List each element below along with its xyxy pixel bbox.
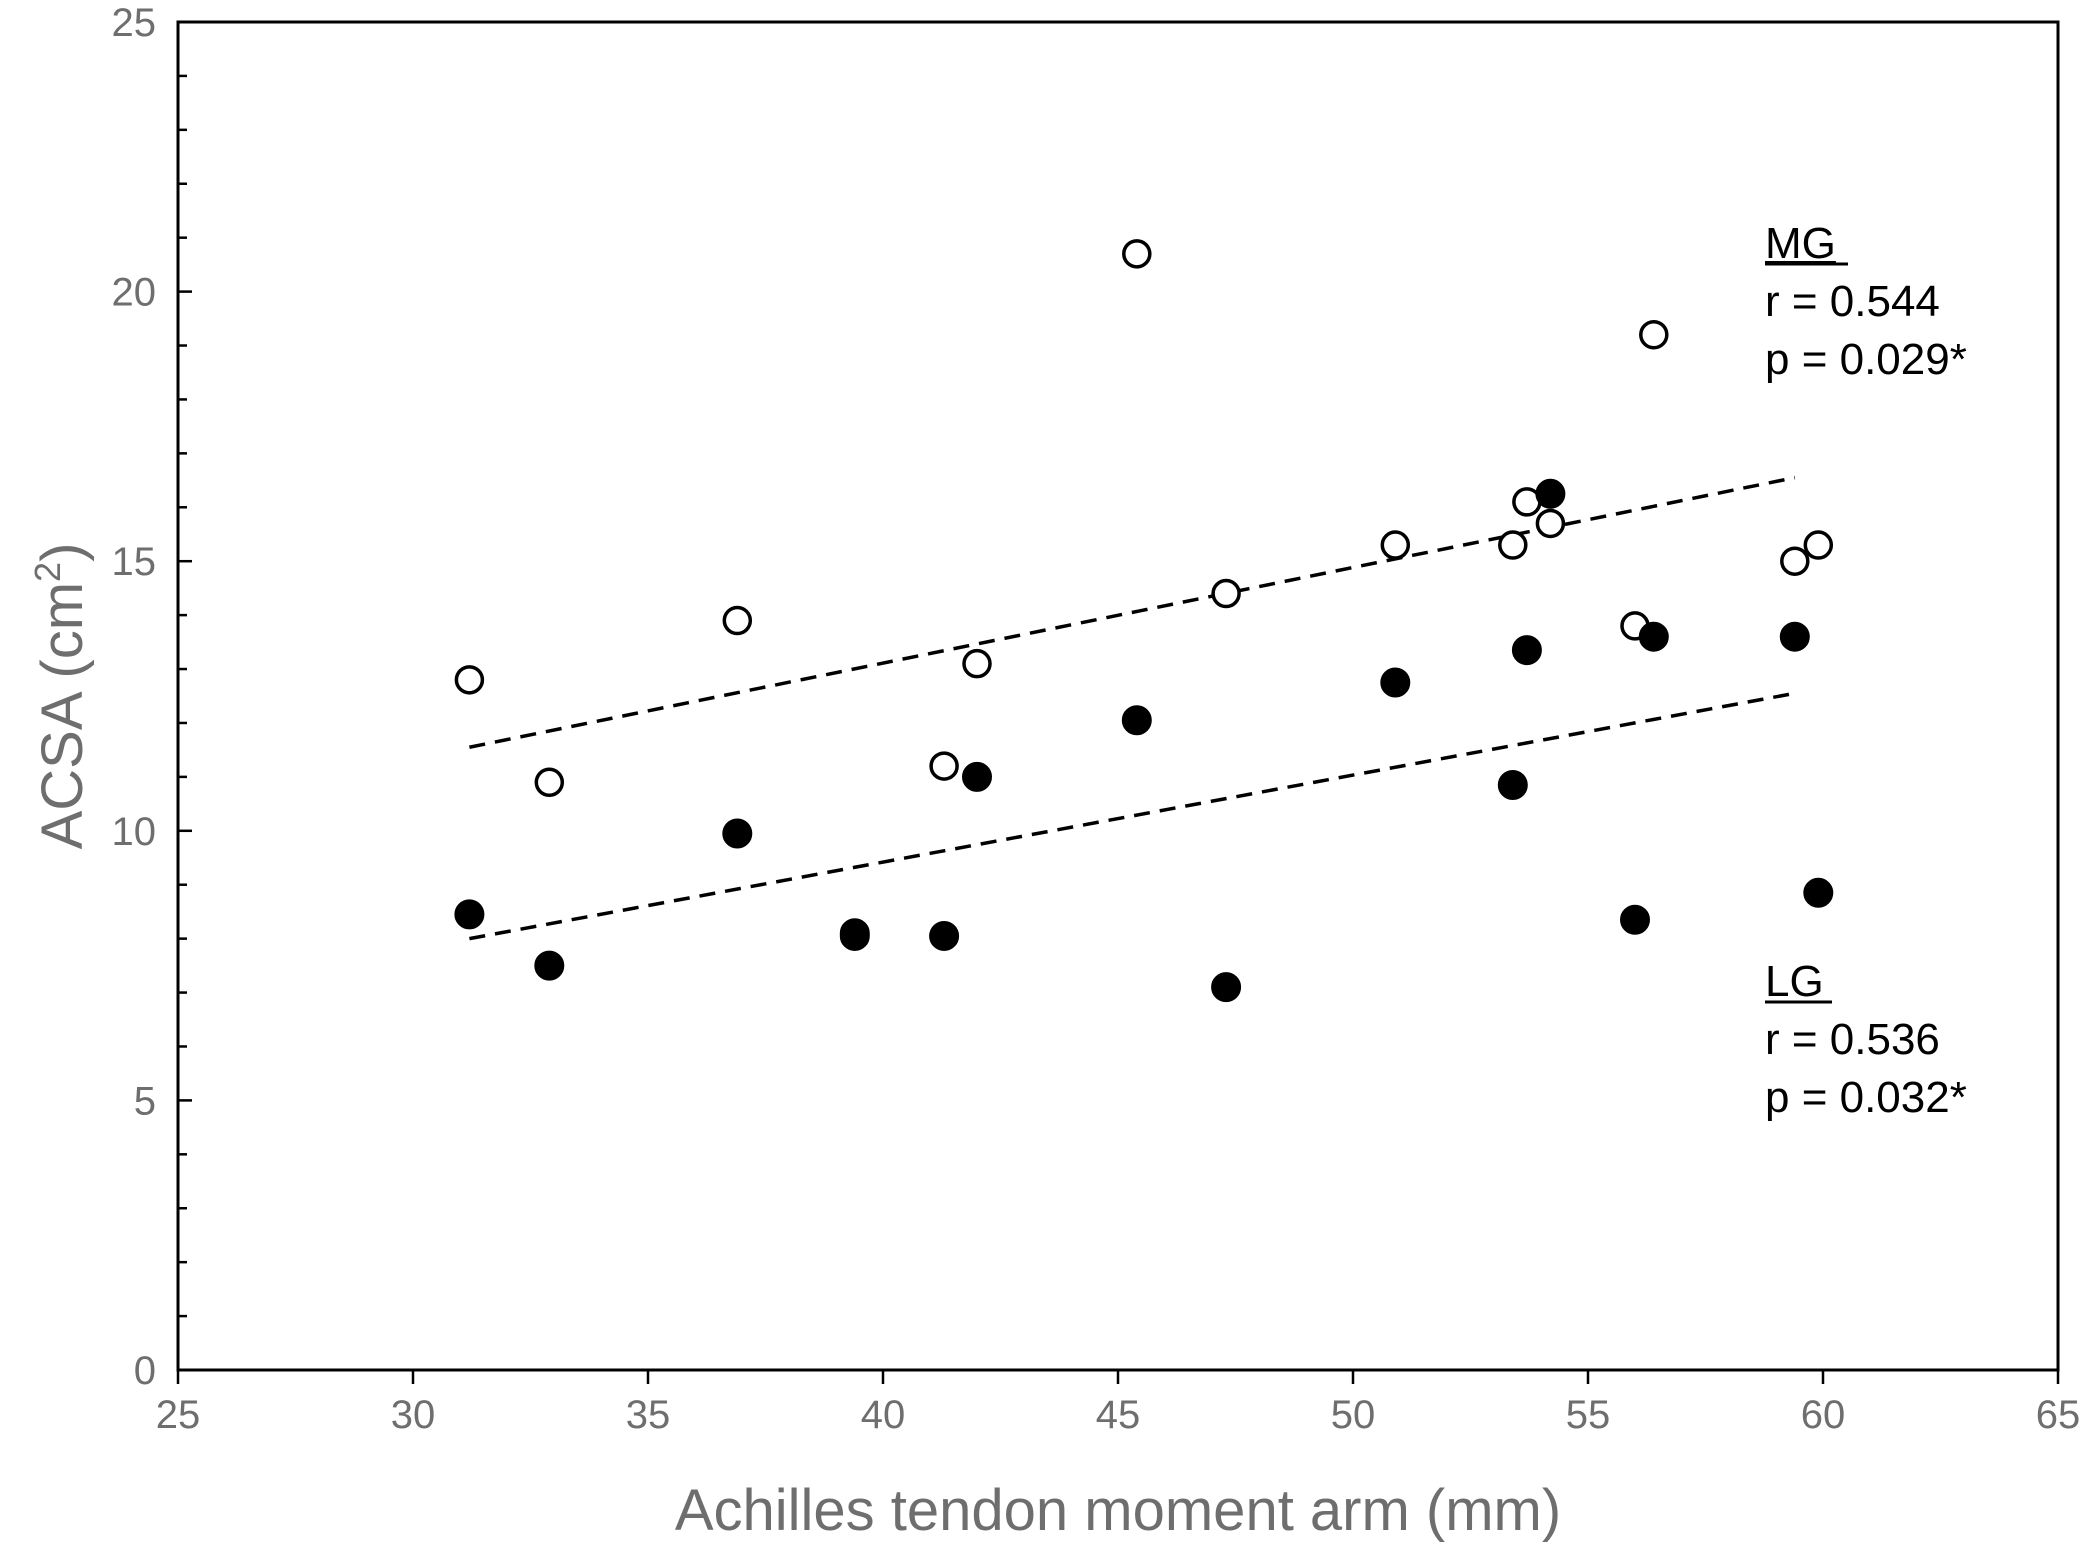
lg-point: [1497, 769, 1528, 800]
mg-point: [1380, 530, 1411, 560]
lg-p-value: p = 0.032*: [1765, 1073, 1967, 1122]
trend-lines: [469, 475, 1796, 941]
x-axis-title: Achilles tendon moment arm (mm): [675, 1478, 1561, 1543]
mg-point: [1122, 239, 1152, 269]
lg-point: [722, 818, 753, 849]
x-tick-label: 60: [1801, 1393, 1846, 1437]
lg-point: [1211, 972, 1242, 1003]
mg-point: [1803, 530, 1834, 560]
mg-point: [454, 665, 485, 695]
lg-point: [962, 761, 992, 792]
y-axis-title: ACSA (cm2): [27, 543, 95, 850]
x-tick-label: 40: [861, 1393, 906, 1437]
lg-trend-line: [469, 691, 1796, 941]
mg-point: [534, 767, 565, 798]
y-axis-title-base: ACSA (cm: [30, 582, 95, 850]
lg-point: [454, 899, 485, 930]
lg-point: [1779, 621, 1810, 652]
mg-trend-line: [469, 475, 1796, 749]
lg-point: [1803, 877, 1834, 908]
x-tick-label: 50: [1331, 1393, 1376, 1437]
x-tick-label: 30: [391, 1393, 436, 1437]
lg-point: [929, 920, 960, 951]
y-tick-label: 20: [112, 271, 157, 315]
x-tick-label: 65: [2036, 1393, 2081, 1437]
mg-point: [1535, 508, 1566, 539]
y-axis-title-end: ): [30, 543, 95, 562]
y-axis-title-superscript: 2: [27, 562, 68, 582]
lg-point: [1620, 904, 1650, 935]
y-tick-label: 0: [134, 1349, 156, 1393]
mg-p-value: p = 0.029*: [1765, 335, 1967, 384]
mg-point: [929, 751, 959, 781]
mg-point: [722, 605, 753, 636]
mg-point: [1639, 319, 1669, 350]
lg-r-value: r = 0.536: [1765, 1015, 1940, 1064]
mg-point: [1498, 530, 1528, 560]
y-tick-label: 10: [112, 810, 157, 854]
lg-point: [1380, 667, 1411, 698]
mg-point: [1211, 578, 1241, 609]
mg-point: [1780, 546, 1810, 576]
y-tick-label: 15: [112, 540, 157, 584]
y-tick-label: 5: [134, 1079, 156, 1123]
lg-point: [839, 918, 870, 949]
y-axis-ticks: 0 5 10 15 20 25: [112, 1, 192, 1393]
x-tick-label: 35: [626, 1393, 671, 1437]
mg-label: MG: [1765, 219, 1836, 268]
lg-point: [1121, 705, 1152, 736]
x-tick-label: 45: [1096, 1393, 1141, 1437]
lg-label: LG: [1765, 957, 1824, 1006]
lg-point: [1511, 635, 1542, 666]
lg-point: [1638, 621, 1669, 652]
mg-annotation: MG r = 0.544 p = 0.029*: [1765, 219, 1967, 384]
x-tick-label: 55: [1566, 1393, 1611, 1437]
mg-point: [962, 648, 992, 679]
lg-point: [1535, 478, 1566, 509]
x-axis-ticks: 25 30 35 40 45 50 55 60 65: [156, 1370, 2081, 1437]
x-tick-label: 25: [156, 1393, 201, 1437]
y-tick-label: 25: [112, 1, 157, 45]
lg-annotation: LG r = 0.536 p = 0.032*: [1765, 957, 1967, 1122]
lg-point: [534, 950, 565, 981]
data-points: [454, 239, 1834, 1003]
mg-r-value: r = 0.544: [1765, 277, 1940, 326]
